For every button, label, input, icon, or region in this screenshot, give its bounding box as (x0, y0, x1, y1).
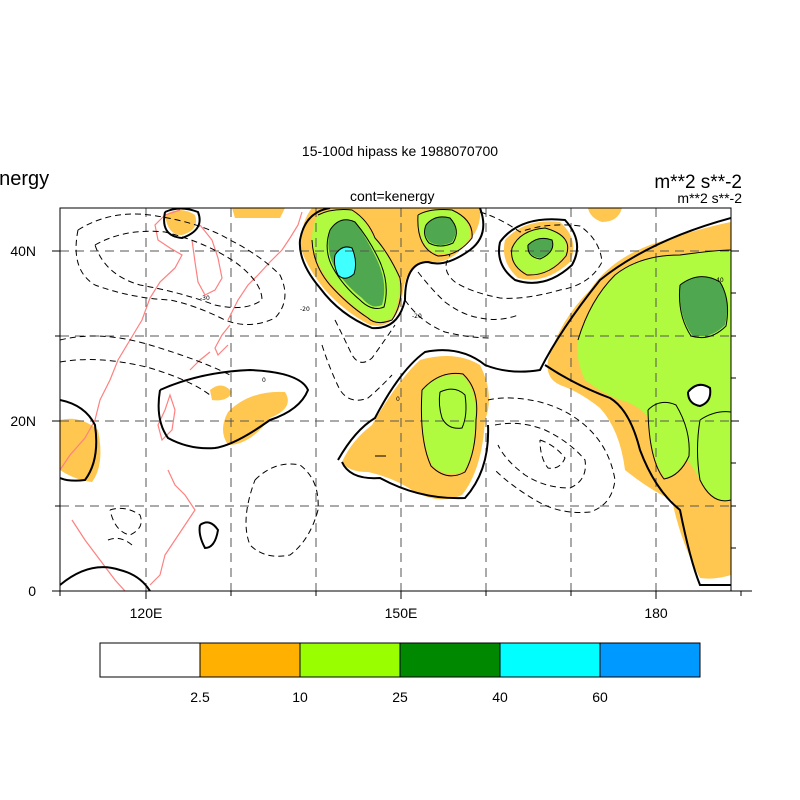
colorbar-box-1 (99, 642, 201, 678)
coast-taiwan (157, 393, 176, 442)
thin-contours (311, 209, 731, 502)
contour-solid-s (198, 521, 220, 550)
fill-high-regions (328, 216, 728, 337)
contour-dash-center1 (334, 319, 396, 363)
contour-dash-sw1 (245, 463, 319, 557)
contour-label: cont=kenergy (350, 188, 435, 204)
contour-thin-ne2 (527, 237, 554, 260)
contour-solid-central (157, 368, 310, 450)
fill-low-top-right (588, 208, 622, 222)
tick-marks (52, 250, 742, 599)
coast-korea (191, 224, 223, 296)
fill-peak-cyan (334, 246, 356, 279)
fill-low-sw-blob2 (223, 391, 288, 445)
fill-high-small (368, 290, 382, 307)
contour-thin-east1 (577, 249, 731, 341)
colorbar (99, 642, 701, 678)
contour-dash-south1 (487, 397, 616, 513)
colorbar-label-10: 10 (292, 689, 308, 705)
fill-low-nw-blob (165, 210, 197, 236)
colorbar-label-25: 25 (392, 689, 408, 705)
contour-thin-central2 (438, 388, 467, 429)
colorbar-label-60: 60 (592, 689, 608, 705)
contour-thin-kuroshio3 (333, 246, 357, 279)
coast-vietnam (71, 519, 126, 591)
contour-dash-center2 (321, 344, 393, 401)
solid-contours (60, 208, 731, 591)
contour-solid-sw (60, 566, 151, 591)
y-tick-label-20n: 20N (10, 413, 36, 429)
x-tick-label-120e: 120E (129, 605, 163, 621)
contour-dash-south3 (539, 439, 566, 469)
fill-hole-east-top (688, 384, 711, 406)
fill-low-top-strip (232, 208, 285, 218)
svg-text:0: 0 (396, 396, 400, 403)
fill-high-east (679, 276, 728, 337)
x-tick-label-150e: 150E (384, 605, 418, 621)
gridlines (60, 208, 731, 591)
svg-text:-20: -20 (300, 306, 310, 313)
svg-text:40: 40 (716, 277, 724, 284)
units-label: m**2 s**-2 (654, 172, 742, 193)
contour-dash-nw1 (75, 213, 286, 325)
contour-solid-east-loop (544, 364, 731, 586)
contour-dash-nw3 (60, 335, 231, 376)
contour-dash-north1 (445, 211, 603, 299)
dashed-contours (60, 211, 616, 557)
coast-japan-kyushu (214, 324, 231, 357)
contour-value-labels: -20 0 -20 0 40 -30 (200, 277, 724, 403)
colorbar-box-2 (199, 642, 301, 678)
contour-thin-north1 (417, 209, 473, 257)
contour-thin-east4 (697, 411, 731, 502)
contour-thin-east2 (679, 276, 728, 339)
y-tick-label-40n: 40N (10, 243, 36, 259)
svg-text:-20: -20 (412, 313, 422, 320)
fill-high-ne (528, 238, 553, 258)
colorbar-box-6 (599, 642, 701, 678)
contour-thin-east3 (647, 401, 690, 480)
contour-thin-north2 (424, 216, 457, 247)
map-title: 15-100d hipass ke 1988070700 (301, 143, 499, 159)
contour-dash-south2 (494, 422, 586, 489)
colorbar-box-4 (399, 642, 501, 678)
colorbar-label-2-5: 2.5 (190, 689, 210, 705)
contour-solid-central-east (337, 217, 731, 461)
contour-solid-west-low (60, 399, 98, 482)
svg-text:-30: -30 (200, 295, 210, 302)
coast-philippines (149, 469, 196, 586)
contour-dash-sw2 (109, 507, 142, 536)
variable-label: kenergy (0, 168, 50, 190)
contour-solid-south (341, 424, 490, 500)
contour-thin-kuroshio1 (311, 209, 402, 324)
contour-dash-far-sw (107, 537, 133, 546)
x-tick-label-180: 180 (644, 605, 668, 621)
colorbar-box-5 (499, 642, 601, 678)
contour-dash-nw4 (60, 359, 211, 396)
contour-solid-hole (687, 383, 712, 408)
units-sublabel: m**2 s**-2 (677, 190, 742, 206)
map-plot-area: -20 0 -20 0 40 -30 (60, 208, 731, 591)
coast-japan (227, 211, 303, 321)
contour-thin-central1 (420, 372, 478, 477)
fill-mid-central (421, 374, 476, 474)
coast-ryukyu (189, 351, 211, 371)
contour-solid-ne (498, 218, 579, 284)
fill-high-kuroshio (328, 219, 385, 307)
contour-dash-north3 (404, 299, 491, 339)
contour-thin-kuroshio2 (326, 219, 387, 309)
svg-text:0: 0 (262, 377, 266, 384)
colorbar-box-3 (299, 642, 401, 678)
contour-dash-north2 (417, 271, 519, 320)
contour-dash-nw2 (94, 230, 263, 309)
colorbar-label-40: 40 (492, 689, 508, 705)
fill-high-north (425, 216, 456, 245)
fill-low-west-edge (60, 418, 101, 482)
y-tick-label-0: 0 (28, 583, 36, 599)
fill-low-sw-blob1 (210, 385, 232, 401)
contour-thin-ne1 (511, 227, 569, 276)
